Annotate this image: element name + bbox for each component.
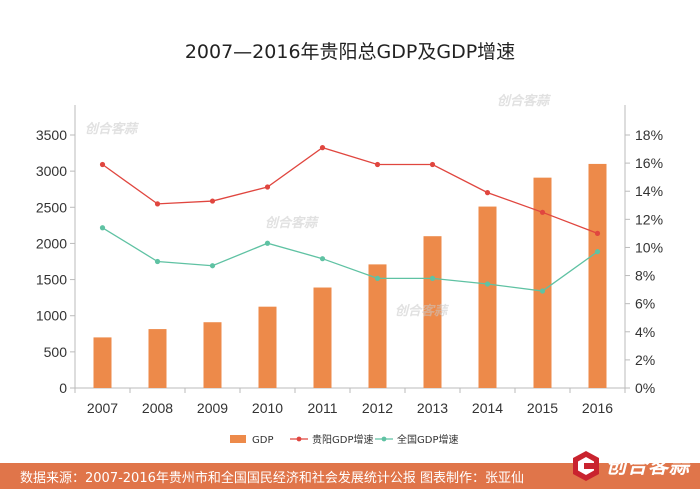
logo-text: 创合客蒜 [606, 454, 690, 478]
line-point [264, 184, 271, 190]
line-point [374, 275, 381, 281]
x-tick-label: 2016 [582, 400, 613, 416]
line-point [154, 258, 161, 265]
bars [93, 163, 607, 388]
logo: 创合客蒜 [572, 444, 692, 488]
line-point [374, 161, 381, 168]
legend-label: GDP [252, 435, 273, 446]
lines [99, 145, 601, 294]
legend-label: 贵阳GDP增速 [312, 433, 373, 446]
y-right-tick-label: 10% [635, 239, 663, 255]
source-note: 数据来源：2007-2016年贵州市和全国国民经济和社会发展统计公报 图表制作：… [20, 471, 524, 486]
line-point [484, 281, 491, 287]
x-tick-label: 2014 [472, 400, 503, 416]
legend: GDP 贵阳GDP增速 全国GDP增速 [230, 433, 458, 446]
line-point [594, 230, 601, 236]
bar [423, 236, 442, 388]
line-point [539, 209, 546, 215]
line-point [484, 190, 491, 196]
y-right-tick-label: 12% [635, 211, 663, 227]
y-left-tick-label: 3000 [36, 163, 67, 179]
y-right-tick-label: 0% [635, 380, 655, 396]
y-right-tick-label: 2% [635, 352, 655, 368]
x-tick-label: 2009 [197, 400, 228, 416]
chart-title: 2007—2016年贵阳总GDP及GDP增速 [185, 41, 515, 63]
x-tick-label: 2007 [87, 400, 118, 416]
line-point [99, 161, 106, 168]
watermark: 创合客蒜 [497, 94, 550, 109]
line-point [319, 256, 326, 262]
bar [313, 287, 332, 388]
line-point [209, 263, 216, 269]
series-line [102, 146, 598, 234]
y-left-tick-label: 2500 [36, 199, 67, 215]
bar [533, 177, 552, 388]
bar [368, 264, 387, 388]
y-right-tick-label: 14% [635, 183, 663, 199]
y-left-tick-label: 1500 [36, 272, 67, 288]
bar [478, 206, 497, 388]
x-tick-label: 2015 [527, 400, 558, 416]
y-right-tick-label: 16% [635, 155, 663, 171]
watermark: 创合客蒜 [395, 304, 448, 319]
x-tick-label: 2012 [362, 400, 393, 416]
line-point [594, 249, 601, 255]
series-line [102, 227, 598, 292]
legend-label: 全国GDP增速 [397, 433, 458, 446]
bar [148, 329, 167, 388]
axes: 0 500 1000 1500 2000 2500 3000 3500 0% 2% 4% 6% 8% 10… [36, 105, 663, 416]
logo-icon [573, 451, 599, 481]
bar [258, 306, 277, 388]
bar [93, 337, 112, 388]
y-right-tick-label: 4% [635, 324, 655, 340]
watermark: 创合客蒜 [265, 216, 318, 231]
y-left-tick-label: 2000 [36, 235, 67, 251]
x-tick-label: 2010 [252, 400, 283, 416]
x-tick-label: 2013 [417, 400, 448, 416]
line-point [99, 225, 106, 231]
line-point [429, 275, 436, 281]
legend-swatch-dot [381, 436, 387, 442]
y-left-tick-label: 0 [59, 380, 67, 396]
y-left-tick-label: 500 [44, 344, 68, 360]
legend-swatch-dot [296, 436, 302, 442]
line-point [539, 288, 546, 294]
line-point [264, 240, 271, 246]
bar [203, 322, 222, 388]
line-point [154, 201, 161, 207]
legend-swatch [230, 435, 246, 443]
y-right-tick-label: 8% [635, 268, 655, 284]
y-left-tick-label: 3500 [36, 127, 67, 143]
x-tick-label: 2008 [142, 400, 173, 416]
line-point [209, 198, 216, 204]
line-point [319, 145, 326, 151]
line-point [429, 161, 436, 168]
y-right-tick-label: 6% [635, 296, 655, 312]
y-right-tick-label: 18% [635, 127, 663, 143]
y-left-tick-label: 1000 [36, 308, 67, 324]
bar [588, 163, 607, 388]
watermark: 创合客蒜 [85, 122, 138, 137]
x-tick-label: 2011 [307, 400, 337, 416]
